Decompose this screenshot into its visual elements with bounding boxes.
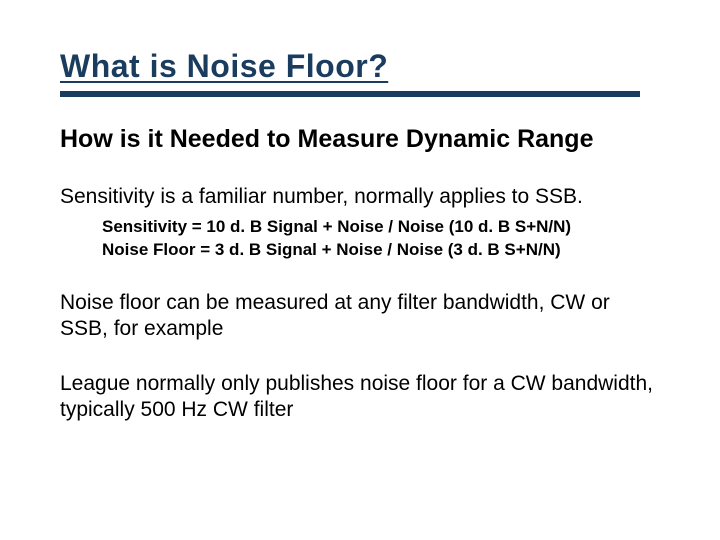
slide-body: Sensitivity is a familiar number, normal…: [60, 184, 660, 423]
paragraph-bandwidth: Noise floor can be measured at any filte…: [60, 290, 660, 343]
paragraph-sensitivity-intro: Sensitivity is a familiar number, normal…: [60, 184, 660, 210]
slide-subtitle: How is it Needed to Measure Dynamic Rang…: [60, 125, 660, 154]
title-underline-rule: [60, 91, 640, 97]
definition-noise-floor: Noise Floor = 3 d. B Signal + Noise / No…: [102, 239, 660, 262]
slide: What is Noise Floor? How is it Needed to…: [0, 0, 720, 540]
definitions-block: Sensitivity = 10 d. B Signal + Noise / N…: [102, 216, 660, 262]
paragraph-league: League normally only publishes noise flo…: [60, 371, 660, 424]
slide-title: What is Noise Floor?: [60, 48, 660, 85]
definition-sensitivity: Sensitivity = 10 d. B Signal + Noise / N…: [102, 216, 660, 239]
